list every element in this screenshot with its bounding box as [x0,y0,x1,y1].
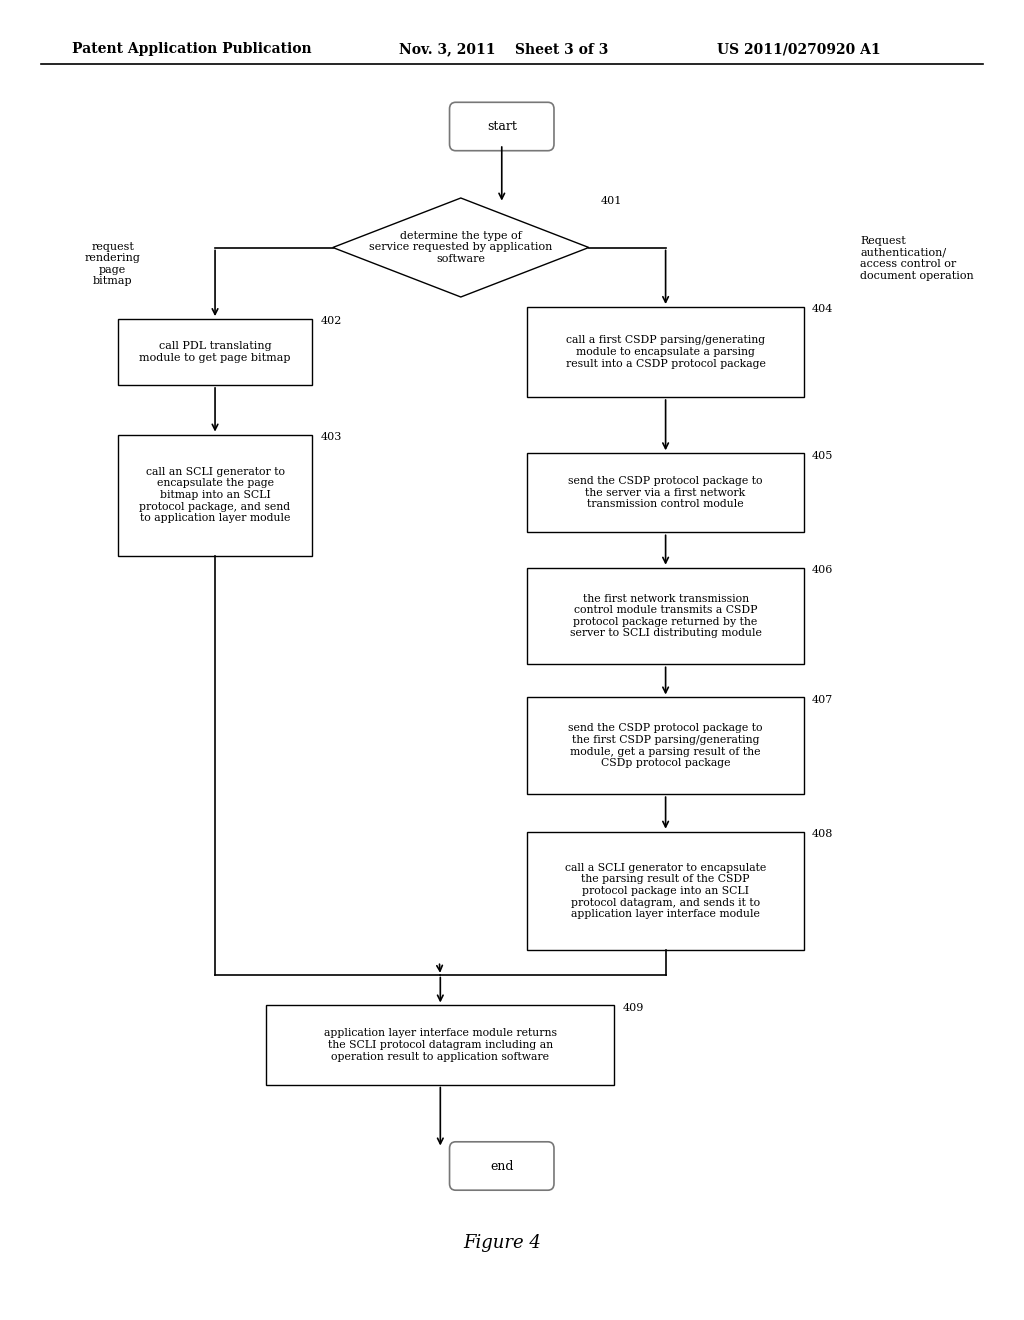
Text: US 2011/0270920 A1: US 2011/0270920 A1 [717,42,881,57]
Text: 408: 408 [812,829,834,840]
Text: 404: 404 [812,305,834,314]
FancyBboxPatch shape [450,1142,554,1191]
Text: 403: 403 [321,432,342,442]
Text: Patent Application Publication: Patent Application Publication [72,42,311,57]
Text: 406: 406 [812,565,834,576]
Text: 401: 401 [601,195,623,206]
Text: 402: 402 [321,317,342,326]
Text: call a SCLI generator to encapsulate
the parsing result of the CSDP
protocol pac: call a SCLI generator to encapsulate the… [565,863,766,919]
Text: send the CSDP protocol package to
the first CSDP parsing/generating
module, get : send the CSDP protocol package to the fi… [568,723,763,768]
Polygon shape [333,198,589,297]
Text: Request
authentication/
access control or
document operation: Request authentication/ access control o… [860,236,974,281]
Text: request
rendering
page
bitmap: request rendering page bitmap [85,242,140,286]
Text: call an SCLI generator to
encapsulate the page
bitmap into an SCLI
protocol pack: call an SCLI generator to encapsulate th… [139,467,291,523]
Text: 407: 407 [812,694,834,705]
Bar [527,697,804,795]
Bar [527,308,804,397]
Bar [527,568,804,664]
Text: 405: 405 [812,450,834,461]
Text: determine the type of
service requested by application
software: determine the type of service requested … [369,231,553,264]
Text: end: end [490,1159,513,1172]
Bar [527,453,804,532]
Text: call PDL translating
module to get page bitmap: call PDL translating module to get page … [139,341,291,363]
Bar [118,434,312,556]
Bar [118,319,312,385]
Bar [266,1006,614,1085]
Bar [527,832,804,950]
Text: send the CSDP protocol package to
the server via a first network
transmission co: send the CSDP protocol package to the se… [568,477,763,510]
Text: application layer interface module returns
the SCLI protocol datagram including : application layer interface module retur… [324,1028,557,1061]
Text: the first network transmission
control module transmits a CSDP
protocol package : the first network transmission control m… [569,594,762,639]
Text: call a first CSDP parsing/generating
module to encapsulate a parsing
result into: call a first CSDP parsing/generating mod… [565,335,766,368]
Text: 409: 409 [623,1003,644,1012]
Text: Nov. 3, 2011    Sheet 3 of 3: Nov. 3, 2011 Sheet 3 of 3 [399,42,608,57]
Text: Figure 4: Figure 4 [463,1234,541,1251]
Text: start: start [486,120,517,133]
FancyBboxPatch shape [450,103,554,150]
